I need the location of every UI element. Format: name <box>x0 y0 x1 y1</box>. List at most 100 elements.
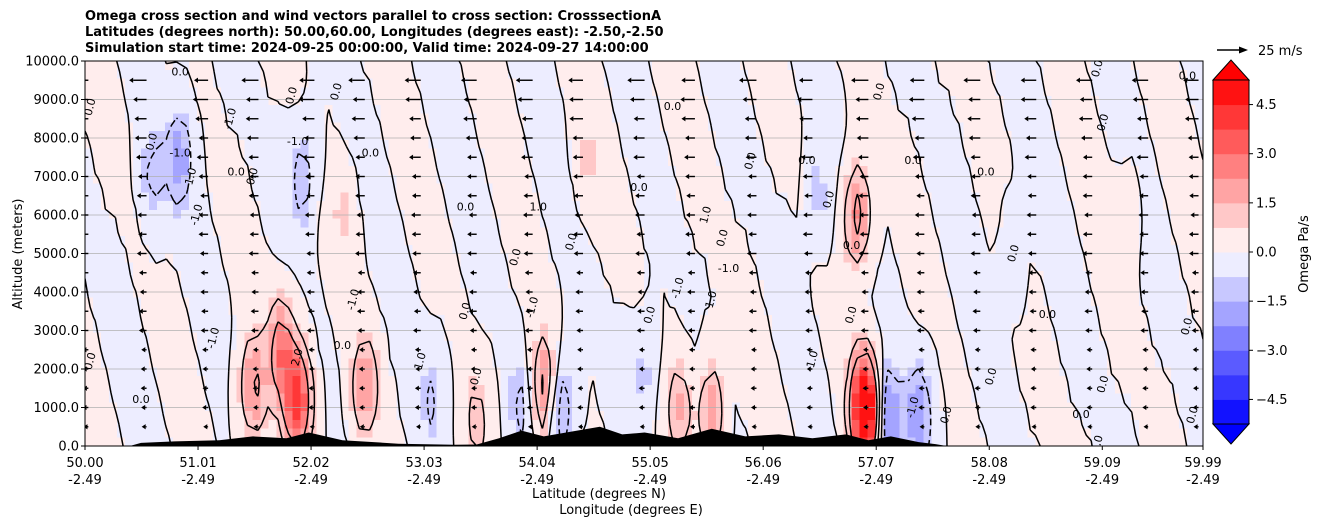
omega-cell <box>348 183 358 193</box>
omega-cell <box>508 384 517 395</box>
omega-cell <box>651 314 661 325</box>
omega-cell <box>803 87 813 97</box>
omega-cell <box>340 113 350 123</box>
omega-cell <box>819 218 829 228</box>
omega-cell <box>564 271 573 281</box>
omega-cell <box>500 314 509 325</box>
omega-cell <box>380 131 390 141</box>
omega-cell <box>707 183 717 193</box>
omega-cell <box>931 122 941 132</box>
omega-cell <box>468 131 477 141</box>
omega-cell <box>332 148 342 158</box>
omega-cell <box>851 314 861 325</box>
omega-cell <box>348 61 358 71</box>
omega-cell <box>220 209 230 220</box>
omega-cell <box>500 104 509 115</box>
omega-cell <box>596 367 605 377</box>
omega-cell <box>723 69 733 80</box>
omega-cell <box>436 306 445 316</box>
omega-cell <box>100 174 110 185</box>
omega-cell <box>835 411 845 421</box>
omega-cell <box>683 166 693 176</box>
omega-cell <box>428 61 437 71</box>
omega-cell <box>795 131 805 141</box>
omega-cell <box>963 192 973 202</box>
omega-cell <box>891 69 901 80</box>
omega-cell <box>172 148 182 158</box>
omega-cell <box>236 279 246 290</box>
omega-cell <box>396 262 406 272</box>
omega-cell <box>979 192 988 202</box>
omega-cell <box>644 314 653 325</box>
omega-cell <box>452 402 461 412</box>
omega-cell <box>915 271 925 281</box>
omega-cell <box>420 288 429 298</box>
omega-cell <box>971 279 980 290</box>
omega-cell <box>763 411 773 421</box>
omega-cell <box>819 131 829 141</box>
omega-cell <box>220 428 230 438</box>
omega-cell <box>132 201 142 211</box>
omega-cell <box>755 183 765 193</box>
omega-cell <box>236 244 246 255</box>
omega-cell <box>428 262 437 272</box>
omega-cell <box>931 192 941 202</box>
omega-cell <box>659 201 669 211</box>
omega-cell <box>683 139 693 150</box>
omega-cell <box>452 253 461 263</box>
omega-cell <box>827 201 837 211</box>
omega-cell <box>763 288 773 298</box>
omega-cell <box>548 139 557 150</box>
omega-cell <box>851 244 861 255</box>
omega-cell <box>795 253 805 263</box>
omega-cell <box>755 131 765 141</box>
omega-cell <box>372 411 382 421</box>
omega-cell <box>124 393 134 403</box>
omega-cell <box>452 96 461 106</box>
omega-cell <box>516 61 525 71</box>
omega-cell <box>731 297 741 307</box>
omega-cell <box>731 236 741 246</box>
omega-cell <box>356 341 366 351</box>
omega-cell <box>827 384 837 395</box>
omega-cell <box>827 218 837 228</box>
omega-cell <box>883 279 893 290</box>
omega-cell <box>859 78 869 88</box>
omega-cell <box>699 411 709 421</box>
omega-cell <box>308 69 318 80</box>
omega-cell <box>364 402 374 412</box>
omega-cell <box>580 402 589 412</box>
omega-cell <box>204 288 214 298</box>
omega-cell <box>228 227 238 237</box>
omega-cell <box>300 393 310 403</box>
omega-cell <box>404 139 414 150</box>
omega-cell <box>739 279 749 290</box>
omega-cell <box>707 262 717 272</box>
omega-cell <box>955 139 965 150</box>
omega-cell <box>204 271 214 281</box>
omega-cell <box>947 376 957 386</box>
omega-cell <box>508 227 517 237</box>
omega-cell <box>236 288 246 298</box>
omega-cell <box>564 87 573 97</box>
omega-cell <box>819 192 829 202</box>
omega-cell <box>612 358 621 368</box>
omega-cell <box>308 262 318 272</box>
omega-cell <box>476 139 485 150</box>
omega-cell <box>308 288 318 298</box>
omega-cell <box>468 166 477 176</box>
omega-cell <box>500 376 509 386</box>
omega-cell <box>436 253 445 263</box>
omega-cell <box>747 393 757 403</box>
omega-cell <box>867 314 877 325</box>
omega-cell <box>212 279 222 290</box>
omega-cell <box>723 61 733 71</box>
omega-cell <box>923 218 933 228</box>
omega-cell <box>915 244 925 255</box>
omega-cell <box>715 122 725 132</box>
omega-cell <box>612 376 621 386</box>
omega-cell <box>492 384 501 395</box>
omega-cell <box>188 201 198 211</box>
omega-cell <box>596 166 605 176</box>
omega-cell <box>715 192 725 202</box>
